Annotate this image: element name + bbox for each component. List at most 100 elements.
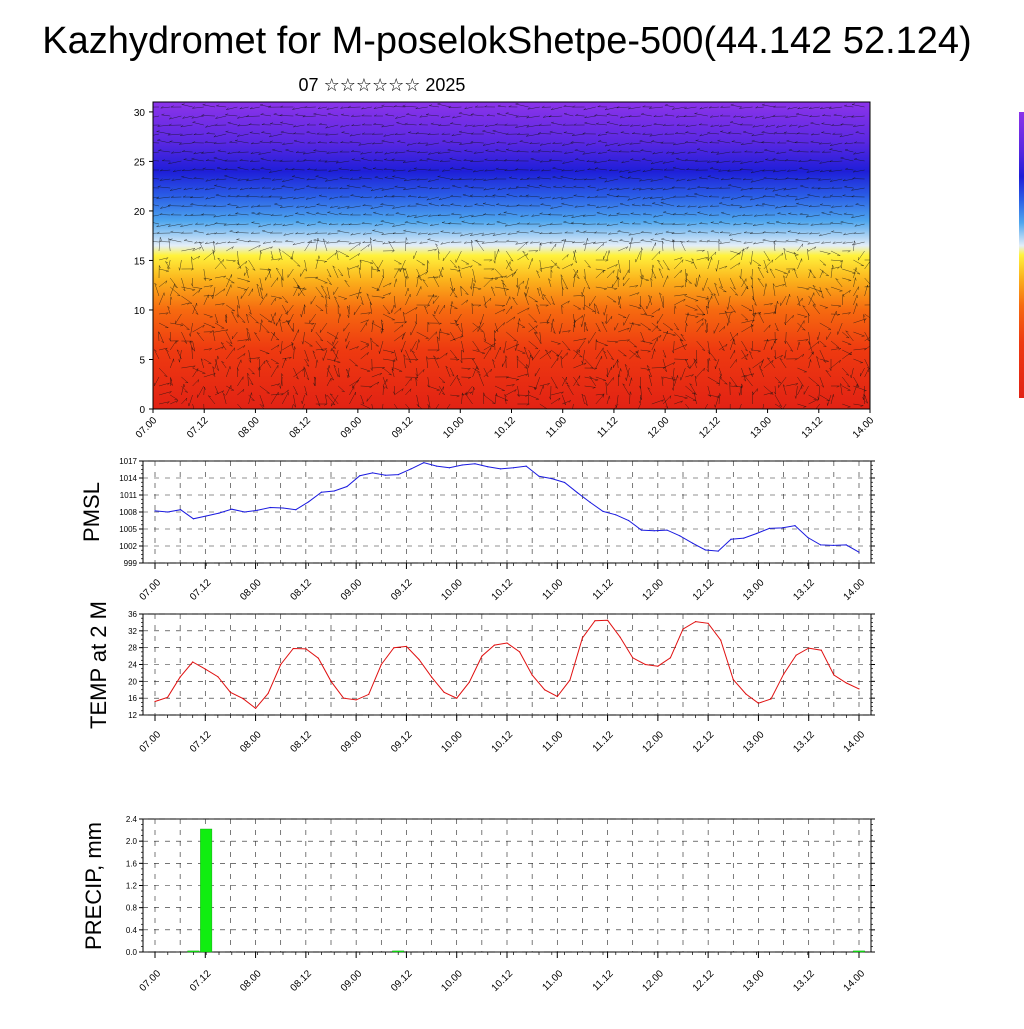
x-tick-label: 07.12 (188, 577, 214, 603)
data-point (469, 682, 470, 683)
data-point (270, 507, 271, 508)
data-point (481, 656, 482, 657)
data-point (679, 535, 680, 536)
date-subtitle: 07 ☆☆☆☆☆☆ 2025 (299, 75, 466, 95)
cs-x-tick-label: 12.12 (697, 415, 723, 441)
y-tick-label: 28 (128, 644, 137, 653)
data-point (532, 674, 533, 675)
y-tick-label: 0.8 (126, 904, 138, 913)
precip-bar (853, 951, 865, 952)
data-point (654, 530, 655, 531)
data-point (244, 511, 245, 512)
data-point (666, 530, 667, 531)
cs-x-tick-label: 08.00 (236, 415, 262, 441)
cs-x-tick-label: 11.12 (595, 415, 620, 440)
x-tick-label: 07.00 (138, 577, 164, 603)
x-tick-label: 11.00 (540, 968, 565, 993)
y-tick-label: 24 (128, 661, 137, 670)
y-tick-label: 12 (128, 711, 137, 720)
x-tick-label: 13.00 (741, 729, 767, 755)
data-point (544, 689, 545, 690)
data-point (381, 664, 382, 665)
data-point (218, 513, 219, 514)
data-point (217, 676, 218, 677)
x-tick-label: 08.12 (289, 968, 315, 994)
data-point (821, 650, 822, 651)
x-tick-label: 08.12 (289, 729, 315, 755)
x-tick-label: 13.00 (741, 577, 767, 603)
x-tick-label: 09.00 (339, 577, 365, 603)
precip-axis-label: PRECIP, mm (81, 822, 106, 950)
y-tick-label: 20 (128, 677, 137, 686)
x-tick-label: 12.00 (641, 577, 667, 603)
x-tick-label: 09.12 (389, 729, 415, 755)
y-tick-label: 1.6 (126, 859, 138, 868)
x-tick-label: 12.00 (641, 729, 667, 755)
cs-x-tick-label: 08.12 (288, 415, 314, 441)
x-tick-label: 08.12 (289, 577, 315, 603)
data-point (410, 468, 411, 469)
data-point (444, 692, 445, 693)
data-point (846, 682, 847, 683)
data-point (858, 688, 859, 689)
x-tick-label: 12.12 (691, 577, 717, 603)
data-point (242, 698, 243, 699)
cs-x-tick-label: 14.00 (851, 415, 877, 441)
data-point (632, 657, 633, 658)
data-point (282, 507, 283, 508)
data-point (500, 468, 501, 469)
data-point (582, 637, 583, 638)
data-point (308, 501, 309, 502)
data-point (743, 538, 744, 539)
data-point (538, 476, 539, 477)
data-point (255, 708, 256, 709)
data-point (602, 511, 603, 512)
x-tick-label: 10.00 (439, 577, 465, 603)
data-point (692, 543, 693, 544)
data-point (154, 701, 155, 702)
data-point (205, 669, 206, 670)
data-point (192, 661, 193, 662)
x-tick-label: 07.12 (188, 729, 214, 755)
y-tick-label: 1.2 (126, 882, 138, 891)
x-tick-label: 08.00 (238, 729, 264, 755)
data-point (513, 467, 514, 468)
x-tick-label: 10.00 (439, 968, 465, 994)
precip-bar (200, 829, 212, 952)
cs-y-tick-label: 10 (134, 306, 146, 317)
temp-axis-label: TEMP at 2 M (86, 601, 111, 729)
data-point (564, 482, 565, 483)
data-point (705, 549, 706, 550)
data-point (577, 492, 578, 493)
data-point (321, 492, 322, 493)
cs-x-tick-label: 13.12 (800, 415, 826, 441)
data-point (343, 698, 344, 699)
x-tick-label: 08.00 (238, 577, 264, 603)
data-point (268, 693, 269, 694)
y-tick-label: 32 (128, 627, 137, 636)
data-point (231, 509, 232, 510)
data-point (720, 640, 721, 641)
cs-x-tick-label: 09.12 (390, 415, 416, 441)
y-tick-label: 2.0 (126, 837, 138, 846)
data-point (590, 502, 591, 503)
data-point (154, 510, 155, 511)
data-point (594, 620, 595, 621)
data-point (718, 551, 719, 552)
data-point (770, 698, 771, 699)
data-point (456, 698, 457, 699)
data-point (557, 696, 558, 697)
data-point (494, 645, 495, 646)
data-point (519, 651, 520, 652)
data-point (193, 518, 194, 519)
y-tick-label: 1002 (119, 542, 137, 551)
x-tick-label: 11.12 (591, 729, 616, 754)
y-tick-label: 1017 (119, 457, 137, 466)
cs-x-tick-label: 12.00 (646, 415, 672, 441)
data-point (628, 520, 629, 521)
